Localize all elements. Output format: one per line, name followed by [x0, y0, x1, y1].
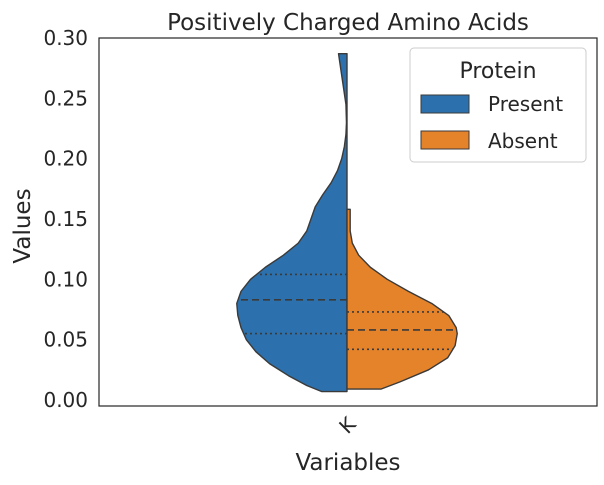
y-axis-ticks: 0.00 0.05 0.10 0.15 0.20 0.25 0.30 — [43, 26, 88, 412]
y-tick-label: 0.30 — [43, 26, 88, 50]
legend-title: Protein — [459, 59, 536, 84]
x-tick-label-k: K — [334, 412, 361, 439]
y-tick-label: 0.10 — [43, 267, 88, 291]
legend-label-present: Present — [488, 92, 563, 116]
x-axis-label: Variables — [295, 450, 400, 476]
y-tick-label: 0.25 — [43, 86, 88, 110]
legend-label-absent: Absent — [488, 129, 558, 153]
violin-absent — [346, 208, 458, 390]
legend-swatch-present — [420, 94, 470, 114]
chart-title: Positively Charged Amino Acids — [167, 10, 529, 36]
legend: Protein Present Absent — [409, 47, 587, 163]
y-tick-label: 0.05 — [43, 328, 88, 352]
violin-present — [236, 52, 348, 393]
y-axis-label: Values — [10, 188, 36, 263]
violin-group — [236, 52, 458, 393]
y-tick-label: 0.00 — [43, 388, 88, 412]
legend-swatch-absent — [420, 130, 470, 150]
y-tick-label: 0.20 — [43, 147, 88, 171]
y-tick-label: 0.15 — [43, 207, 88, 231]
